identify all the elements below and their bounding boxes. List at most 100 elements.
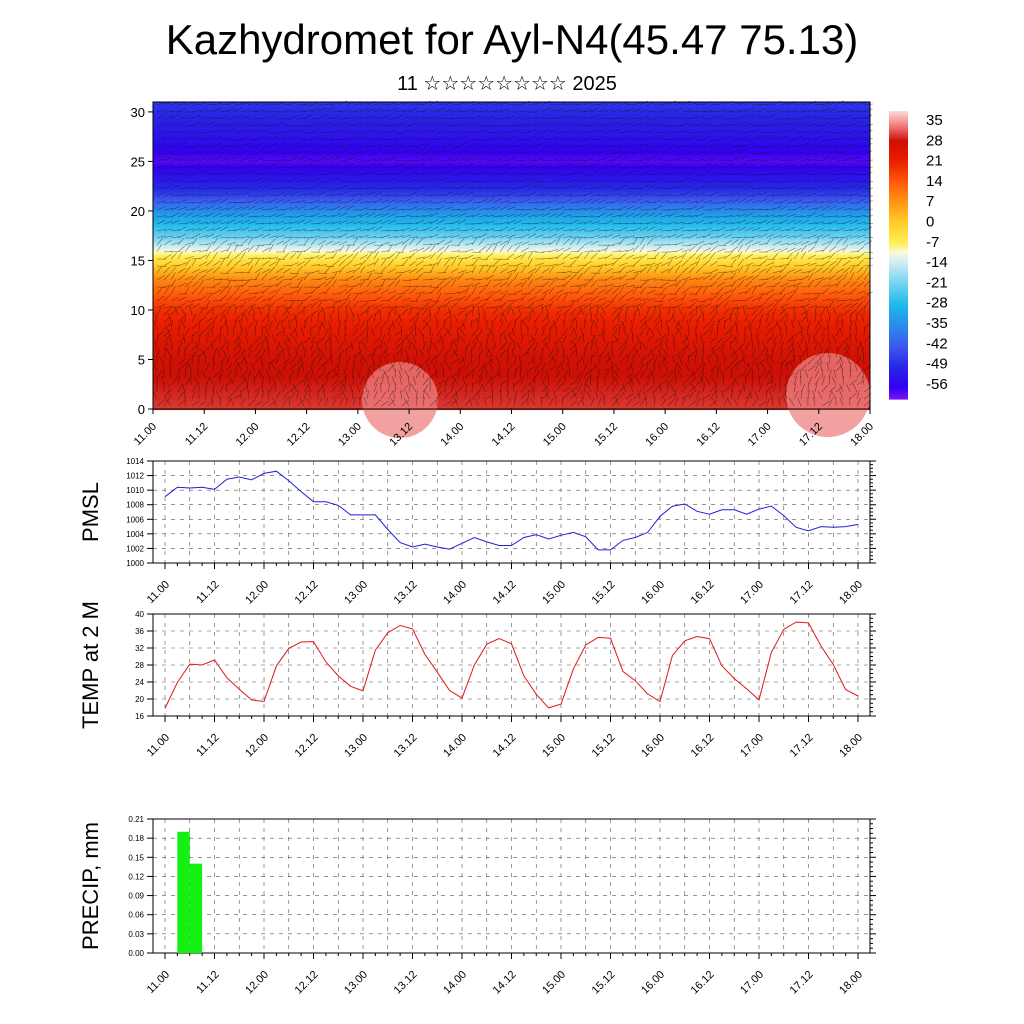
wind-barb <box>611 128 621 134</box>
wind-barb <box>177 376 181 386</box>
wind-barb <box>622 383 627 393</box>
colorbar-swatch <box>889 265 908 268</box>
wind-barb <box>156 187 166 190</box>
wind-barb <box>443 315 451 323</box>
wind-barb <box>600 390 606 400</box>
wind-barb <box>786 214 796 218</box>
wind-barb <box>212 172 222 176</box>
wind-barb <box>212 124 222 127</box>
heatmap-band <box>153 373 870 376</box>
wind-barb <box>576 151 586 155</box>
wind-barb <box>807 305 817 309</box>
y-tick-label: 1004 <box>126 530 144 539</box>
wind-barb <box>394 273 402 281</box>
colorbar-swatch <box>889 118 908 121</box>
wind-barb <box>702 233 712 239</box>
wind-barb <box>534 369 540 379</box>
wind-barb <box>212 348 217 358</box>
wind-barb <box>560 362 564 372</box>
wind-barb <box>310 205 320 211</box>
wind-barb <box>771 348 774 358</box>
wind-barb <box>744 376 747 386</box>
wind-barb <box>576 237 587 239</box>
wind-barb <box>506 206 516 211</box>
wind-barb <box>392 390 396 400</box>
wind-barb <box>450 383 455 393</box>
wind-barb <box>573 341 578 351</box>
wind-barb <box>268 235 278 239</box>
wind-barb <box>807 279 814 288</box>
wind-barb <box>198 199 208 204</box>
wind-barb <box>842 244 849 253</box>
wind-barb <box>751 348 756 358</box>
colorbar-swatch <box>889 277 908 280</box>
wind-barb <box>268 257 278 260</box>
wind-barb <box>688 243 698 246</box>
wind-barb <box>359 144 369 148</box>
wind-barb <box>156 334 159 344</box>
wind-barb <box>366 222 376 225</box>
wind-barb <box>324 156 334 162</box>
wind-barb <box>240 247 250 253</box>
wind-barb <box>569 300 575 309</box>
wind-barb <box>422 243 432 246</box>
wind-barb <box>744 323 753 330</box>
wind-barb <box>533 348 536 358</box>
wind-barb <box>541 258 552 260</box>
wind-barb <box>800 194 811 197</box>
wind-barb <box>604 384 611 393</box>
wind-barb <box>443 131 453 134</box>
wind-barb <box>285 307 291 316</box>
wind-barb <box>289 363 296 372</box>
wind-barb <box>439 334 445 344</box>
wind-barb <box>688 116 698 120</box>
wind-barb <box>653 165 663 169</box>
wind-barb <box>184 165 194 169</box>
wind-barb <box>800 131 810 134</box>
wind-barb <box>394 223 405 225</box>
wind-barb <box>681 336 689 344</box>
wind-barb <box>783 383 788 393</box>
wind-barb <box>310 184 320 190</box>
wind-barb <box>282 166 293 169</box>
wind-barb <box>212 260 221 267</box>
wind-barb <box>478 103 488 106</box>
heatmap-band <box>153 160 870 163</box>
wind-barb <box>422 221 432 225</box>
wind-barb <box>828 386 837 393</box>
wind-barb <box>828 274 837 281</box>
colorbar-swatch <box>889 228 908 231</box>
wind-barb <box>779 123 789 127</box>
wind-barb <box>415 143 425 148</box>
wind-barb <box>478 341 483 351</box>
wind-barb <box>513 290 523 295</box>
wind-barb <box>352 351 361 358</box>
wind-barb <box>660 281 669 288</box>
wind-barb <box>429 185 439 190</box>
wind-barb <box>429 313 432 323</box>
wind-barb <box>783 397 788 407</box>
wind-barb <box>863 150 873 155</box>
wind-barb <box>373 226 383 232</box>
wind-barb <box>695 320 699 330</box>
wind-barb <box>667 116 677 120</box>
wind-barb <box>575 319 578 330</box>
wind-barb <box>303 215 313 218</box>
wind-barb <box>205 251 212 260</box>
wind-barb <box>545 313 550 323</box>
wind-barb <box>656 327 662 337</box>
wind-barb <box>583 313 588 323</box>
wind-barb <box>450 137 460 141</box>
wind-barb <box>212 355 215 365</box>
wind-barb <box>527 160 538 162</box>
wind-barb <box>268 124 279 127</box>
wind-barb <box>254 234 264 239</box>
wind-barb <box>562 103 572 106</box>
wind-barb <box>618 283 628 288</box>
wind-barb <box>779 348 783 358</box>
wind-barb <box>723 215 733 218</box>
wind-barb <box>841 320 844 330</box>
wind-barb <box>548 327 552 337</box>
wind-barb <box>646 357 654 365</box>
wind-barb <box>856 342 862 351</box>
